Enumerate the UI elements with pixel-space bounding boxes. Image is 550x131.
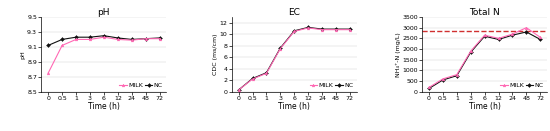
NC <box>156 37 163 39</box>
NC <box>277 47 284 49</box>
MILK <box>439 78 446 80</box>
NC <box>439 79 446 81</box>
Y-axis label: NH₄⁺-N (mg/L): NH₄⁺-N (mg/L) <box>395 32 401 77</box>
NC <box>59 39 65 40</box>
MILK <box>263 73 270 74</box>
X-axis label: Time (h): Time (h) <box>88 102 120 111</box>
MILK <box>45 72 52 74</box>
NC <box>142 38 149 39</box>
NC <box>73 36 79 38</box>
MILK <box>101 36 107 38</box>
MILK <box>59 45 65 46</box>
MILK <box>468 50 474 52</box>
NC <box>495 39 502 40</box>
Title: pH: pH <box>97 8 110 17</box>
MILK <box>481 34 488 36</box>
MILK <box>333 29 339 30</box>
Line: MILK: MILK <box>47 36 161 74</box>
Title: Total N: Total N <box>469 8 500 17</box>
NC <box>235 89 242 91</box>
Line: NC: NC <box>237 26 351 91</box>
NC <box>305 27 311 28</box>
X-axis label: Time (h): Time (h) <box>278 102 310 111</box>
Y-axis label: pH: pH <box>21 50 26 59</box>
Line: MILK: MILK <box>237 27 351 91</box>
NC <box>509 34 516 36</box>
NC <box>468 51 474 53</box>
MILK <box>142 38 149 39</box>
MILK <box>454 74 460 75</box>
MILK <box>277 48 284 49</box>
Legend: MILK, NC: MILK, NC <box>119 82 163 89</box>
MILK <box>509 33 516 35</box>
X-axis label: Time (h): Time (h) <box>469 102 500 111</box>
MILK <box>305 27 311 29</box>
Legend: MILK, NC: MILK, NC <box>309 82 354 89</box>
Line: NC: NC <box>47 34 161 47</box>
NC <box>128 39 135 40</box>
NC <box>114 37 121 39</box>
MILK <box>537 37 543 38</box>
MILK <box>114 39 121 40</box>
Y-axis label: CDC (ms/cm): CDC (ms/cm) <box>213 34 218 75</box>
MILK <box>346 29 353 30</box>
NC <box>537 39 543 40</box>
MILK <box>495 38 502 39</box>
NC <box>454 75 460 77</box>
MILK <box>319 29 326 30</box>
NC <box>101 35 107 37</box>
NC <box>319 28 326 30</box>
Legend: MILK, NC: MILK, NC <box>499 82 544 89</box>
Line: MILK: MILK <box>427 26 542 89</box>
NC <box>87 36 94 38</box>
NC <box>291 30 298 32</box>
MILK <box>235 89 242 91</box>
MILK <box>73 39 79 40</box>
MILK <box>291 31 298 32</box>
NC <box>263 72 270 73</box>
NC <box>45 45 52 46</box>
NC <box>426 88 432 89</box>
MILK <box>128 39 135 41</box>
MILK <box>523 27 530 28</box>
NC <box>249 78 256 79</box>
Line: NC: NC <box>427 31 542 90</box>
MILK <box>426 87 432 88</box>
MILK <box>156 38 163 39</box>
NC <box>333 28 339 30</box>
NC <box>346 28 353 30</box>
Title: EC: EC <box>288 8 300 17</box>
MILK <box>249 78 256 80</box>
NC <box>481 36 488 37</box>
NC <box>523 31 530 33</box>
MILK <box>87 39 94 40</box>
